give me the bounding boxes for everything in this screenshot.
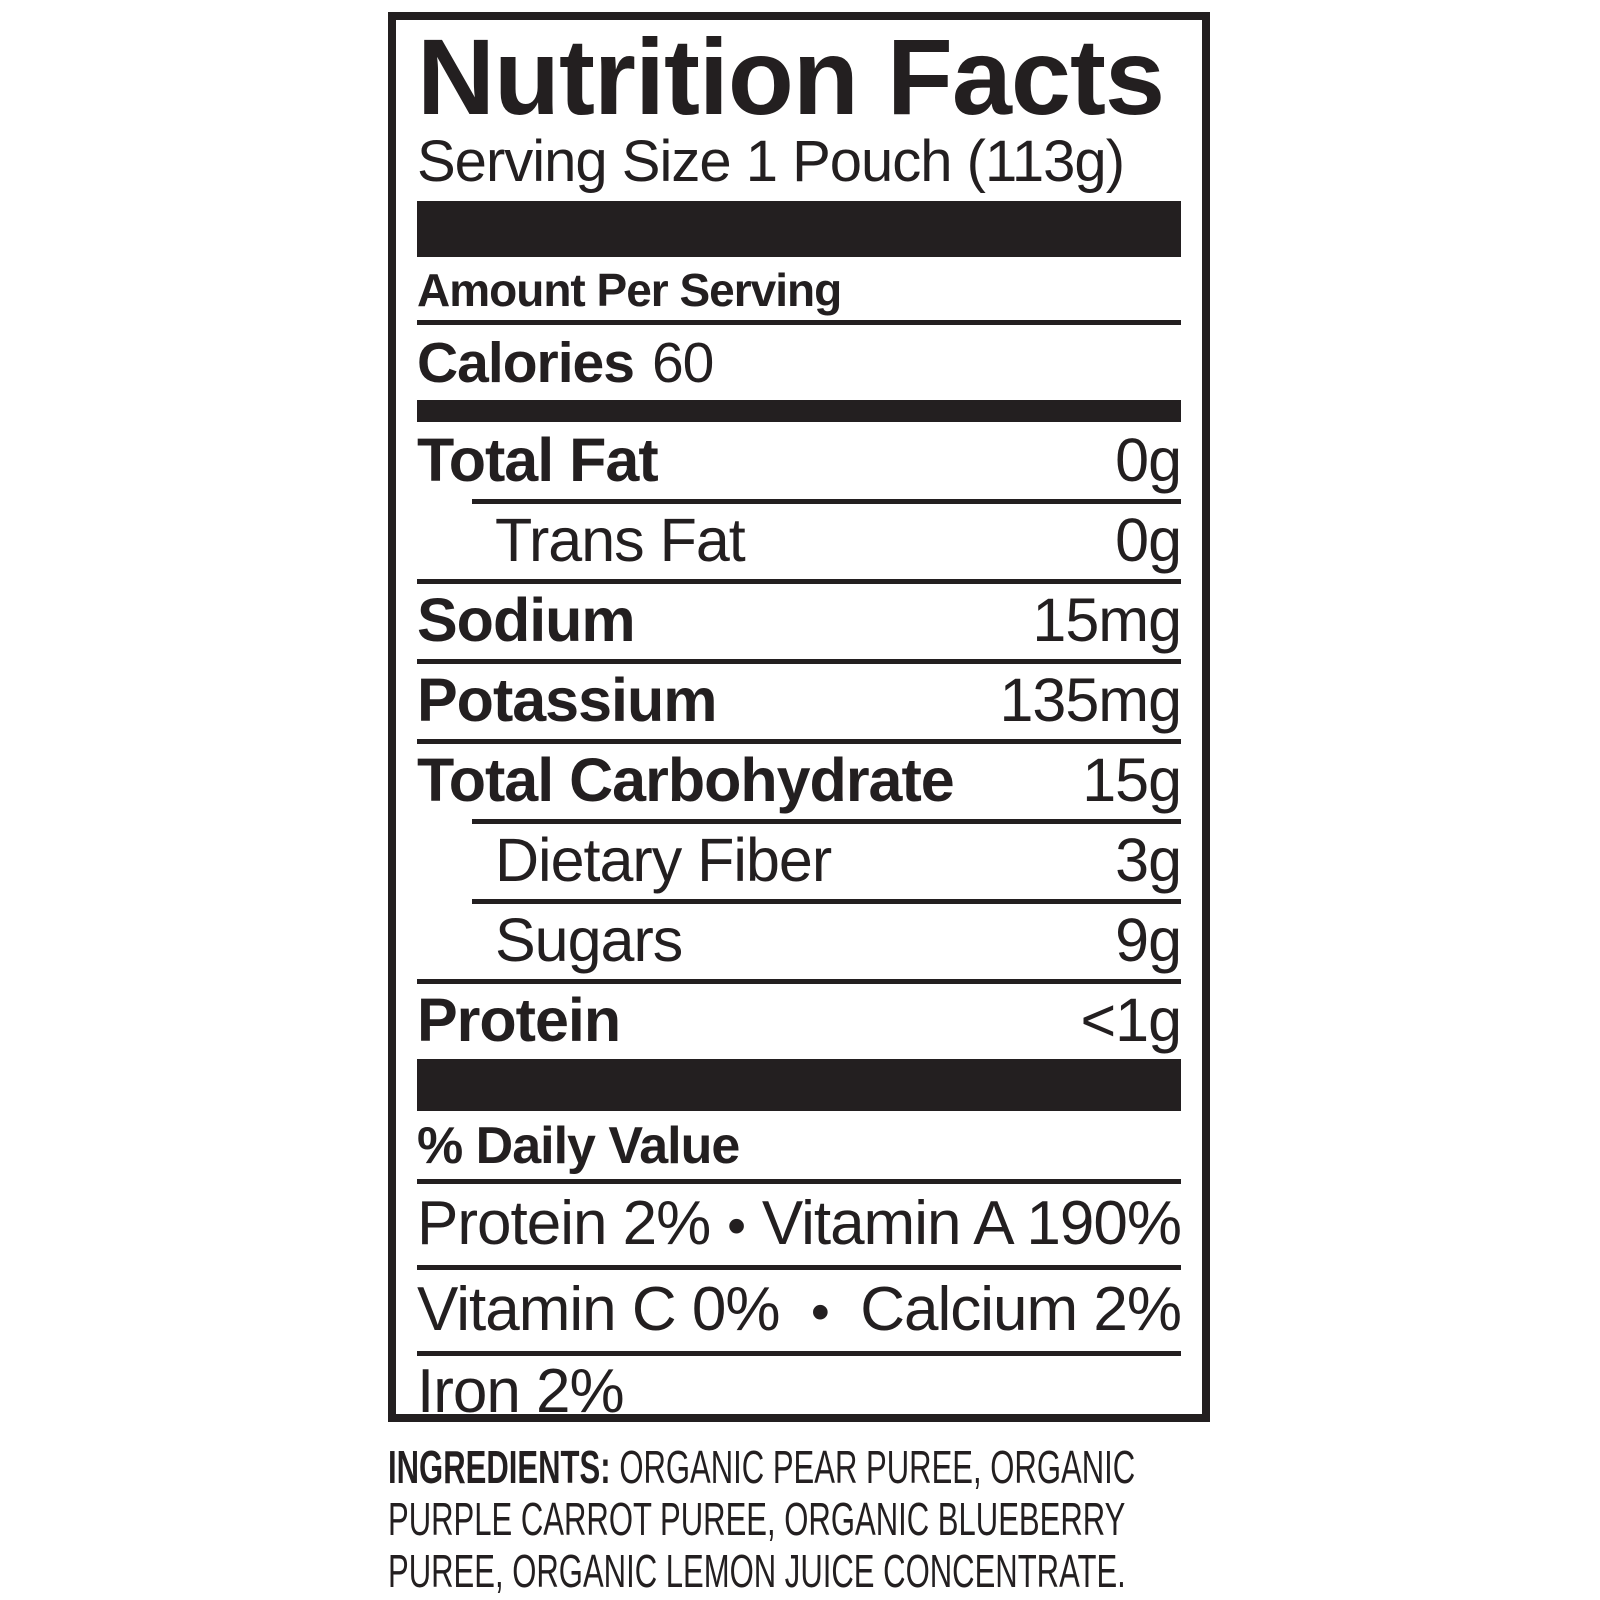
nutrient-value: 9g xyxy=(1115,906,1182,975)
daily-value-right: Vitamin A 190% xyxy=(761,1189,1182,1259)
nutrient-value: 3g xyxy=(1115,826,1182,895)
nutrient-value: 0g xyxy=(1115,506,1182,575)
rule-full xyxy=(417,579,1181,585)
nutrient-value: 135mg xyxy=(999,666,1182,735)
rule-indented xyxy=(472,499,1181,505)
table-row-sugars: Sugars 9g xyxy=(417,904,1182,979)
rule-indented xyxy=(472,819,1181,825)
rule-indented xyxy=(472,899,1181,905)
nutrient-label: Sugars xyxy=(495,906,683,975)
table-row-potassium: Potassium 135mg xyxy=(417,664,1182,739)
nutrient-value: 0g xyxy=(1115,426,1182,495)
nutrient-label: Total Carbohydrate xyxy=(417,746,955,815)
ingredients-line-2: PURPLE CARROT PUREE, ORGANIC BLUEBERRY xyxy=(388,1493,1126,1545)
table-row-total-carbohydrate: Total Carbohydrate 15g xyxy=(417,744,1182,819)
divider-bar-bottom xyxy=(417,1059,1181,1112)
nutrient-label: Protein xyxy=(417,986,621,1055)
rule-under-amount-per-serving xyxy=(417,320,1181,326)
nutrient-label: Sodium xyxy=(417,586,636,655)
ingredients-block: INGREDIENTS: ORGANIC PEAR PUREE, ORGANIC … xyxy=(388,1441,1288,1597)
daily-value-left: Protein 2% xyxy=(417,1189,711,1259)
table-row-sodium: Sodium 15mg xyxy=(417,584,1182,659)
nutrient-rows: Total Fat 0g Trans Fat 0g Sodium 15mg Po… xyxy=(417,424,1182,1059)
divider-bar-calories xyxy=(417,400,1181,423)
calories-label: Calories xyxy=(417,331,635,396)
daily-value-row-1: Protein 2% • Vitamin A 190% xyxy=(417,1184,1182,1265)
daily-value-left: Vitamin C 0% xyxy=(417,1275,780,1345)
ingredients-text: ORGANIC PEAR PUREE, ORGANIC xyxy=(619,1441,1136,1493)
daily-value-header: % Daily Value xyxy=(417,1117,740,1176)
rule-full xyxy=(417,979,1181,985)
nutrient-label: Dietary Fiber xyxy=(495,826,832,895)
nutrient-value: 15g xyxy=(1082,746,1182,815)
calories-row: Calories 60 xyxy=(417,335,1181,392)
rule-full xyxy=(417,1351,1181,1357)
panel-title: Nutrition Facts xyxy=(417,16,1165,137)
table-row-protein: Protein <1g xyxy=(417,984,1182,1059)
rule-under-daily-value xyxy=(417,1179,1181,1185)
nutrient-label: Total Fat xyxy=(417,426,659,495)
table-row-total-fat: Total Fat 0g xyxy=(417,424,1182,499)
daily-value-left: Iron 2% xyxy=(417,1357,625,1427)
ingredients-label: INGREDIENTS: xyxy=(388,1441,611,1493)
nutrition-facts-panel: Nutrition Facts Serving Size 1 Pouch (11… xyxy=(388,12,1210,1423)
divider-bar-top xyxy=(417,201,1181,258)
nutrient-label: Trans Fat xyxy=(495,506,746,575)
daily-value-right: Calcium 2% xyxy=(860,1275,1182,1345)
table-row-trans-fat: Trans Fat 0g xyxy=(417,504,1182,579)
rule-full xyxy=(417,739,1181,745)
calories-value: 60 xyxy=(651,331,714,396)
daily-value-row-iron: Iron 2% xyxy=(417,1356,1181,1423)
nutrient-value: 15mg xyxy=(1032,586,1182,655)
amount-per-serving-header: Amount Per Serving xyxy=(417,264,842,317)
table-row-dietary-fiber: Dietary Fiber 3g xyxy=(417,824,1182,899)
rule-full xyxy=(417,659,1181,665)
serving-size-text: Serving Size 1 Pouch (113g) xyxy=(417,129,1125,195)
rule-full xyxy=(417,1265,1181,1271)
ingredients-line-1: INGREDIENTS: ORGANIC PEAR PUREE, ORGANIC xyxy=(388,1441,1135,1493)
bullet-separator-icon: • xyxy=(727,1196,746,1257)
daily-value-row-2: Vitamin C 0% • Calcium 2% xyxy=(417,1270,1182,1351)
nutrient-label: Potassium xyxy=(417,666,717,735)
nutrient-value: <1g xyxy=(1080,986,1182,1055)
bullet-separator-icon: • xyxy=(810,1282,830,1343)
ingredients-line-3: PUREE, ORGANIC LEMON JUICE CONCENTRATE. xyxy=(388,1545,1126,1597)
